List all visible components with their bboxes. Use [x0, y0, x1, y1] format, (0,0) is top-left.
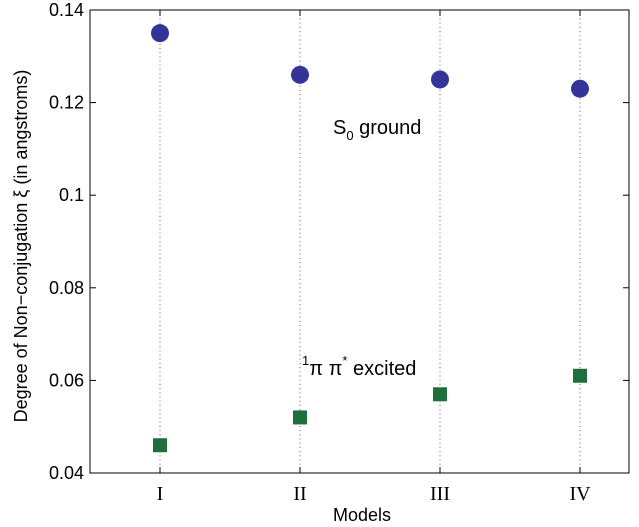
y-tick-label: 0.04: [49, 463, 84, 483]
x-axis-label: Models: [333, 505, 391, 525]
series-layer: [151, 24, 589, 453]
excited-annotation-pi: π π: [309, 358, 342, 380]
tick-layer: I II III IV0.040.060.080.10.120.14: [49, 0, 629, 505]
ground-annotation-rest: ground: [354, 117, 422, 139]
y-tick-label: 0.1: [59, 185, 84, 205]
excited-state-point: [153, 438, 167, 453]
x-tick-label: II: [293, 483, 306, 505]
y-tick-label: 0.06: [49, 370, 84, 390]
excited-state-point: [573, 368, 587, 383]
ground-state-point: [151, 24, 169, 43]
y-axis-label: Degree of Non−conjugation ξ (in angstrom…: [11, 70, 31, 423]
ground-state-point: [431, 70, 449, 89]
y-tick-label: 0.14: [49, 0, 84, 20]
grid-layer: [159, 10, 581, 473]
ground-annotation-sub: 0: [346, 128, 353, 143]
excited-state-point: [293, 410, 307, 425]
ground-state-annotation: S0 ground: [333, 117, 421, 143]
excited-annotation-sup1: 1: [302, 353, 309, 368]
ground-state-point: [571, 79, 589, 98]
x-tick-label: I: [157, 483, 164, 505]
plot-frame: [89, 9, 630, 474]
excited-state-point: [433, 387, 447, 402]
excited-annotation-rest: excited: [347, 358, 416, 380]
ground-annotation-main: S: [333, 117, 346, 139]
y-tick-label: 0.12: [49, 93, 84, 113]
x-tick-label: IV: [569, 483, 591, 505]
x-tick-label: III: [430, 483, 450, 505]
excited-annotation-sup2: *: [342, 353, 347, 368]
ground-state-point: [291, 65, 309, 84]
y-tick-label: 0.08: [49, 278, 84, 298]
excited-state-annotation: 1π π* excited: [302, 353, 416, 380]
